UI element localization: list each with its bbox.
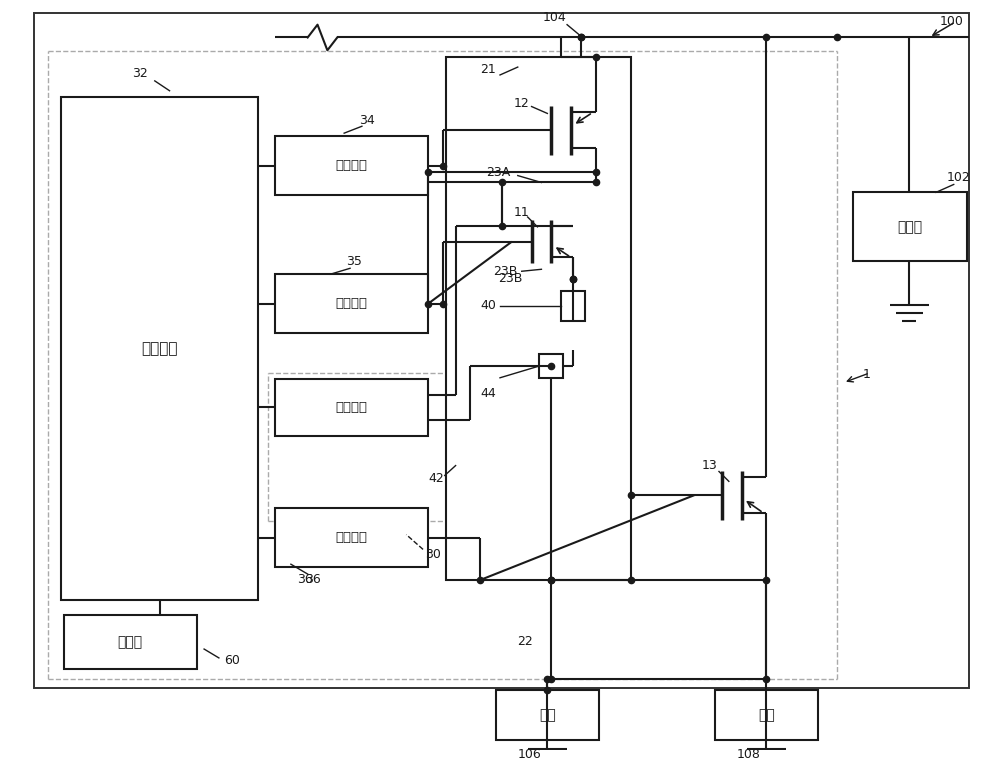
Bar [853,192,967,261]
Text: 负载: 负载 [758,708,775,722]
Text: 负载: 负载 [539,708,556,722]
Text: 102: 102 [947,171,971,184]
Bar [275,274,428,334]
Text: 104: 104 [542,11,566,24]
Text: 40: 40 [480,299,496,312]
Bar [64,615,197,669]
Text: 13: 13 [701,459,717,472]
Bar [275,136,428,195]
Text: 36: 36 [297,574,313,587]
Text: 44: 44 [480,387,496,400]
Text: 21: 21 [480,62,496,75]
Text: 控制装置: 控制装置 [141,340,178,356]
Text: 通知部: 通知部 [118,635,143,649]
Text: 12: 12 [514,97,530,110]
Bar [275,378,428,436]
Bar [539,354,563,378]
Text: 42: 42 [428,472,444,485]
Bar [275,508,428,567]
Text: 23A: 23A [486,166,510,179]
Bar [61,97,258,600]
Bar [561,291,585,321]
Text: 驱动电路: 驱动电路 [336,297,368,310]
Text: 34: 34 [359,114,375,127]
Text: 108: 108 [737,748,761,760]
Text: 22: 22 [517,635,533,648]
Text: 23B: 23B [493,264,517,277]
Text: 1: 1 [863,369,871,382]
Text: 检测电路: 检测电路 [336,401,368,414]
Text: 23B: 23B [498,271,522,285]
Text: 驱动电路: 驱动电路 [336,531,368,544]
Text: 60: 60 [224,654,240,667]
Bar [715,691,818,739]
Text: 11: 11 [514,205,530,219]
Text: 电源部: 电源部 [897,220,922,234]
Bar [446,57,631,580]
Text: 100: 100 [940,15,964,28]
Text: 30: 30 [425,548,441,561]
Text: 106: 106 [518,748,541,760]
Text: 32: 32 [132,68,148,81]
Text: 驱动电路: 驱动电路 [336,159,368,173]
Text: 35: 35 [346,255,362,268]
Text: 36: 36 [305,574,320,587]
Bar [496,691,599,739]
